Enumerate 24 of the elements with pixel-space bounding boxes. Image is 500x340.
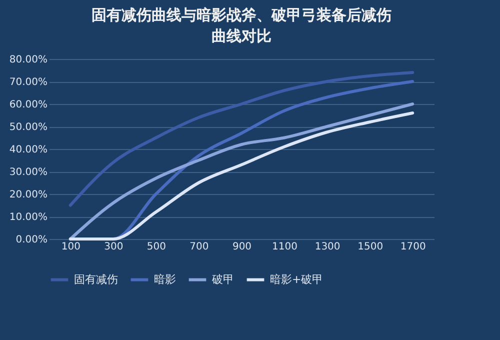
y-tick-label: 0.00% — [16, 234, 48, 246]
y-tick-label: 10.00% — [9, 212, 48, 223]
chart-title: 固有减伤曲线与暗影战斧、破甲弓装备后减伤曲线对比 — [92, 6, 392, 45]
y-tick-label: 20.00% — [9, 190, 48, 200]
legend-label: 暗影+破甲 — [270, 272, 324, 286]
legend-label: 暗影 — [154, 272, 176, 286]
x-tick-label: 700 — [190, 242, 209, 252]
y-tick-label: 40.00% — [9, 144, 48, 156]
y-tick-label: 70.00% — [9, 77, 48, 88]
x-tick-label: 100 — [61, 242, 80, 252]
x-tick-label: 1300 — [314, 242, 340, 252]
x-tick-label: 1100 — [272, 242, 298, 252]
x-tick-label: 500 — [146, 242, 166, 252]
x-tick-label: 900 — [232, 242, 252, 252]
y-tick-label: 60.00% — [9, 100, 48, 110]
legend-label: 固有减伤 — [74, 272, 118, 286]
y-tick-label: 80.00% — [9, 54, 48, 66]
legend-label: 破甲 — [211, 272, 234, 286]
y-tick-label: 30.00% — [9, 167, 48, 178]
x-tick-label: 300 — [104, 242, 124, 252]
y-tick-label: 50.00% — [9, 122, 48, 133]
x-tick-label: 1500 — [358, 242, 384, 252]
x-tick-label: 1700 — [400, 242, 426, 252]
line-series — [68, 71, 414, 207]
